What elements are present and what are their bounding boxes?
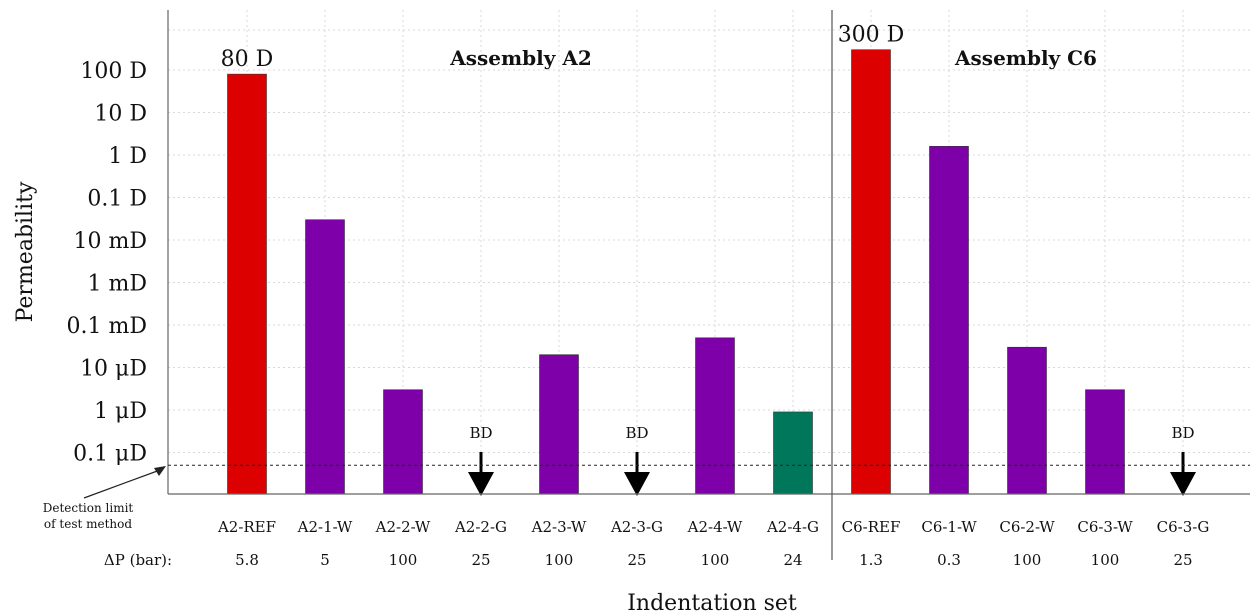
x-tick-label: C6-REF [842, 518, 901, 536]
delta-p-value: 24 [783, 551, 802, 569]
y-tick-label: 0.1 D [87, 187, 147, 212]
bar-c6-3-w [1085, 389, 1125, 495]
section-title-c6: Assembly C6 [954, 46, 1097, 70]
delta-p-value: 100 [389, 551, 418, 569]
bd-label: BD [469, 424, 492, 442]
x-tick-label: A2-4-W [687, 518, 743, 536]
x-tick-label: C6-3-W [1077, 518, 1133, 536]
x-tick-label: A2-1-W [297, 518, 353, 536]
y-tick-label: 10 μD [80, 357, 147, 382]
y-tick-label: 10 D [94, 102, 147, 127]
value-annotation: 300 D [838, 23, 905, 48]
bars [227, 49, 1196, 496]
labels: 0.1 μD 1 μD 10 μD 0.1 mD 1 mD 10 mD 0.1 D 1 D 10… [13, 23, 1209, 616]
delta-p-value: 100 [1091, 551, 1120, 569]
bar-a2-4-w [695, 337, 735, 495]
axes [83, 10, 1250, 560]
bar-a2-2-w [383, 389, 423, 495]
y-axis-title: Permeability [13, 181, 38, 322]
x-tick-label: C6-2-W [999, 518, 1055, 536]
x-tick-label: A2-REF [217, 518, 276, 536]
delta-p-value: 25 [627, 551, 646, 569]
y-tick-label: 1 mD [88, 272, 148, 297]
bar-c6-1-w [929, 146, 969, 495]
bar-c6-ref [851, 49, 891, 495]
x-tick-label: A2-2-G [454, 518, 507, 536]
bd-arrow-icon [468, 472, 494, 496]
delta-p-value: 25 [471, 551, 490, 569]
x-axis-title: Indentation set [627, 591, 797, 616]
delta-p-value: 5.8 [235, 551, 259, 569]
bd-arrow-icon [1170, 472, 1196, 496]
y-tick-label: 1 D [108, 144, 147, 169]
x-tick-label: A2-4-G [766, 518, 819, 536]
detection-limit-label: Detection limit [43, 501, 134, 515]
detection-limit-pointer [83, 469, 161, 499]
bd-label: BD [1171, 424, 1194, 442]
detection-limit-label: of test method [44, 517, 132, 531]
x-tick-label: C6-3-G [1157, 518, 1210, 536]
value-annotation: 80 D [221, 47, 274, 72]
y-tick-label: 0.1 μD [73, 442, 147, 467]
bd-arrow-icon [624, 472, 650, 496]
y-tick-label: 0.1 mD [67, 314, 147, 339]
y-tick-label: 100 D [80, 59, 147, 84]
bd-label: BD [625, 424, 648, 442]
arrow-head-icon [154, 466, 166, 476]
delta-p-value: 25 [1173, 551, 1192, 569]
delta-p-value: 0.3 [937, 551, 961, 569]
x-tick-label: A2-3-W [531, 518, 587, 536]
y-tick-label: 10 mD [74, 229, 148, 254]
bar-a2-1-w [305, 219, 345, 495]
delta-p-value: 100 [701, 551, 730, 569]
delta-p-value: 1.3 [859, 551, 883, 569]
bar-a2-4-g [773, 411, 813, 495]
delta-p-value: 5 [320, 551, 330, 569]
delta-p-value: 100 [545, 551, 574, 569]
delta-p-label: ΔP (bar): [104, 551, 172, 569]
delta-p-value: 100 [1013, 551, 1042, 569]
x-tick-label: A2-3-G [610, 518, 663, 536]
y-tick-label: 1 μD [94, 399, 147, 424]
bar-a2-3-w [539, 354, 579, 495]
section-title-a2: Assembly A2 [449, 46, 592, 70]
bar-a2-ref [227, 73, 267, 495]
x-tick-label: A2-2-W [375, 518, 431, 536]
bar-c6-2-w [1007, 346, 1047, 495]
x-tick-label: C6-1-W [921, 518, 977, 536]
